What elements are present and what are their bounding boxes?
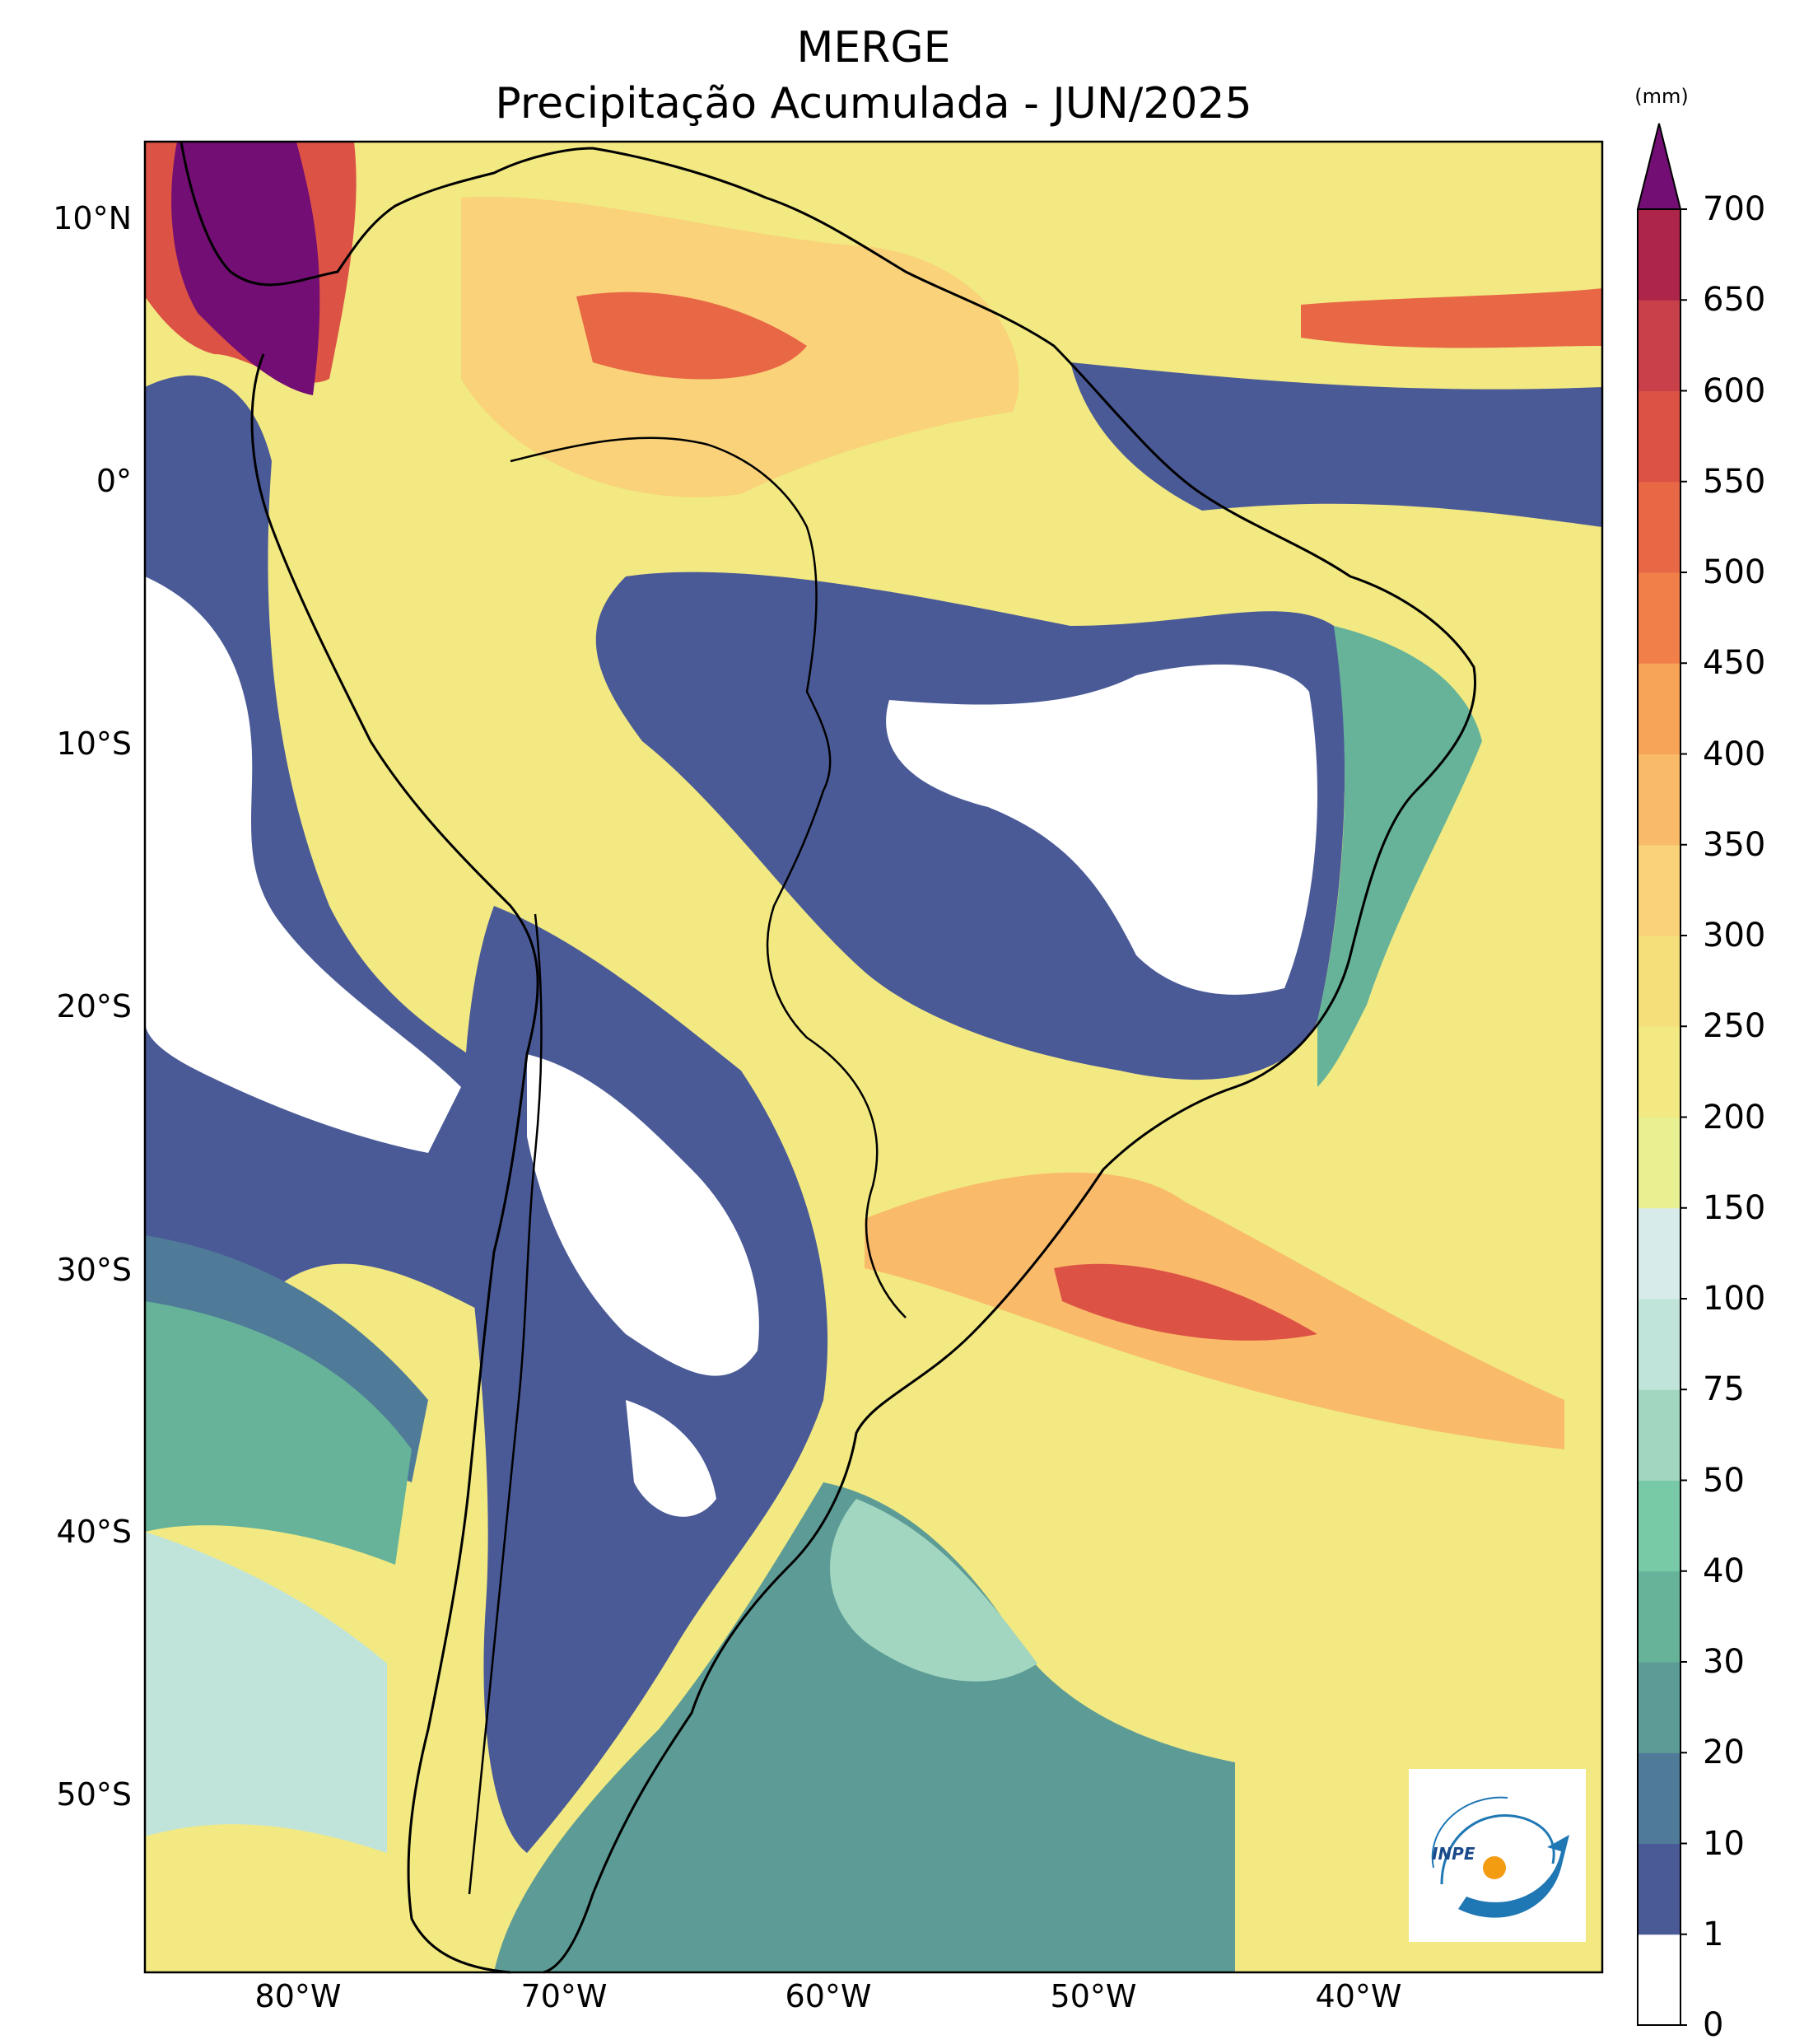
colorbar-segment	[1638, 844, 1680, 936]
plot-frame	[143, 140, 1604, 1974]
colorbar	[1636, 123, 1687, 2026]
patagonia-pale	[829, 1499, 1037, 1682]
patagonia-wet	[494, 1482, 1235, 1972]
colorbar-segment	[1638, 1117, 1680, 1209]
y-tick-label: 10°N	[53, 200, 132, 236]
colorbar-unit: (mm)	[1634, 85, 1689, 108]
logo-text: INPE	[1432, 1844, 1475, 1864]
colombia-pacific-max	[171, 142, 320, 395]
colorbar-segment	[1638, 1207, 1680, 1300]
colorbar-tick-label: 350	[1703, 825, 1766, 864]
y-tick-label: 20°S	[56, 988, 132, 1024]
andes-border	[468, 913, 543, 1895]
x-tick-label: 40°W	[1315, 1978, 1402, 2014]
y-tick-label: 40°S	[56, 1514, 132, 1550]
y-tick-label: 50°S	[56, 1776, 132, 1813]
colorbar-tick-label: 450	[1703, 644, 1766, 683]
colorbar-segment	[1638, 1752, 1680, 1844]
colorbar-segment	[1638, 1934, 1680, 2026]
y-tick-label: 10°S	[56, 726, 132, 762]
x-tick-label: 60°W	[785, 1978, 872, 2014]
inpe-logo: INPE	[1409, 1769, 1586, 1942]
title-line-1: MERGE	[796, 23, 951, 72]
colorbar-tick-label: 300	[1703, 917, 1766, 954]
colorbar-segment	[1638, 663, 1680, 754]
patagonia-zero	[626, 1400, 716, 1517]
colorbar-tick-label: 100	[1703, 1280, 1766, 1318]
precipitation-field	[145, 142, 1602, 1972]
coastline	[179, 141, 1476, 1974]
colorbar-tick-label: 0	[1703, 2006, 1724, 2044]
colorbar-tick-label: 150	[1703, 1188, 1766, 1227]
colorbar-segment	[1638, 754, 1680, 846]
brazil-border	[510, 436, 907, 1318]
pacific-coastline	[250, 353, 539, 1974]
colorbar-segment	[1638, 390, 1680, 483]
colorbar-tick-label: 600	[1703, 371, 1766, 410]
colorbar-tick-label: 10	[1703, 1824, 1745, 1863]
atlantic-north-dry	[1070, 362, 1602, 527]
title-line-2: Precipitação Acumulada - JUN/2025	[495, 79, 1252, 128]
colorbar-segment	[1638, 1662, 1680, 1753]
colorbar-tick-label: 400	[1703, 735, 1766, 773]
atlantic-itcz	[1301, 288, 1602, 348]
south-atlantic-max	[1054, 1263, 1317, 1341]
colorbar-segment	[1638, 209, 1680, 301]
colorbar-tick-label: 40	[1703, 1552, 1745, 1590]
colorbar-tick-label: 250	[1703, 1007, 1766, 1046]
colorbar-segment	[1638, 1570, 1680, 1663]
colorbar-tick-label: 550	[1703, 462, 1766, 501]
colorbar-segment	[1638, 936, 1680, 1027]
colorbar-segment	[1638, 1389, 1680, 1481]
colorbar-segment	[1638, 1299, 1680, 1390]
pacific-pale-band	[145, 1532, 387, 1853]
colorbar-tick-label: 650	[1703, 281, 1766, 320]
x-tick-label: 70°W	[520, 1978, 608, 2014]
colorbar-segment	[1638, 572, 1680, 664]
colorbar-tick-label: 20	[1703, 1734, 1745, 1772]
colorbar-segment	[1638, 300, 1680, 391]
colorbar-tick-label: 700	[1703, 190, 1766, 228]
colorbar-segment	[1638, 1843, 1680, 1935]
colorbar-tick-label: 30	[1703, 1643, 1745, 1681]
northeast-coast-wet	[1317, 626, 1482, 1087]
argentina-zero	[527, 1054, 759, 1376]
x-tick-label: 80°W	[254, 1978, 342, 2014]
pacific-zero-region	[145, 576, 461, 1153]
north-amazon-max	[576, 292, 807, 380]
colorbar-segment	[1638, 481, 1680, 573]
colorbar-segment	[1638, 1026, 1680, 1118]
inpe-logo-icon: INPE	[1431, 1796, 1569, 1918]
colorbar-tick-label: 50	[1703, 1461, 1745, 1500]
colorbar-extend-arrow	[1636, 123, 1682, 210]
x-tick-label: 50°W	[1050, 1978, 1137, 2014]
y-tick-label: 30°S	[56, 1252, 132, 1288]
colorbar-tick-label: 200	[1703, 1098, 1766, 1136]
y-tick-label: 0°	[96, 463, 132, 499]
pacific-green-band	[145, 1301, 412, 1565]
central-brazil-zero	[886, 664, 1317, 995]
colorbar-tick-label: 75	[1703, 1370, 1745, 1409]
colorbar-tick-label: 1	[1703, 1915, 1724, 1953]
colorbar-segment	[1638, 1480, 1680, 1572]
colorbar-tick-label: 500	[1703, 553, 1766, 591]
